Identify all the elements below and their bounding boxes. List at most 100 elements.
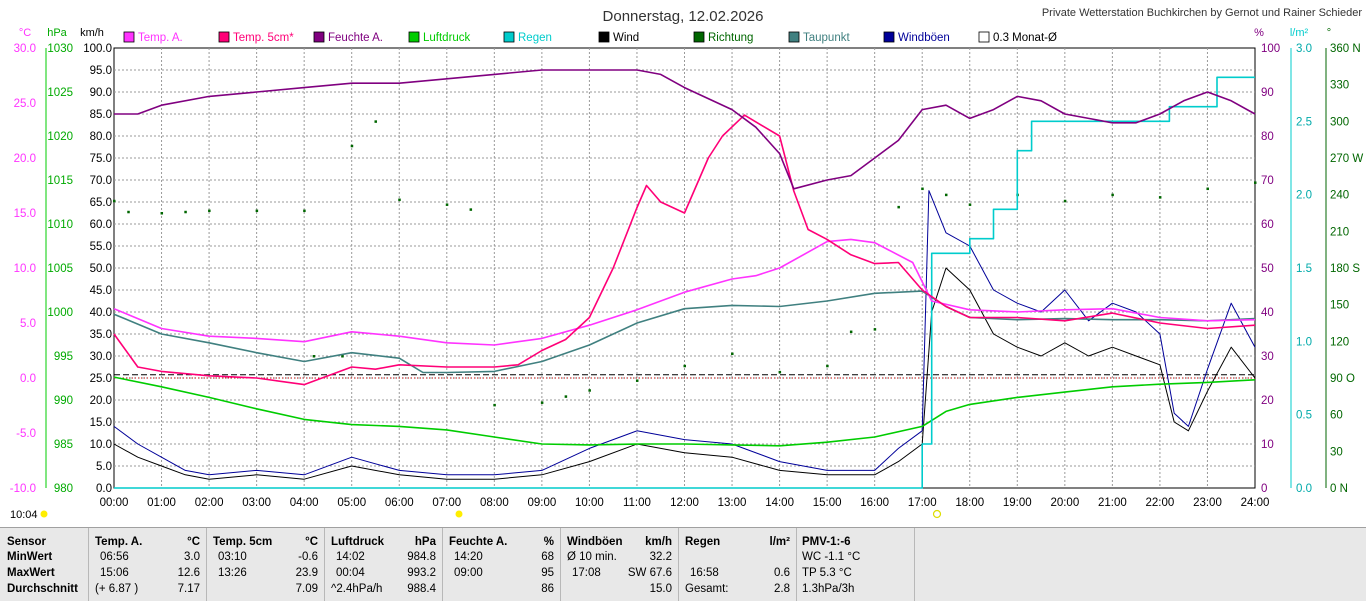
direction-tick-label: 120: [1330, 336, 1349, 348]
sunrise-time-label: 10:04: [10, 509, 38, 521]
series-richtung-point: [184, 210, 187, 214]
series-richtung-point: [255, 209, 259, 213]
series-richtung-point: [398, 198, 401, 202]
direction-tick-label: 60: [1330, 410, 1343, 422]
x-tick-label: 24:00: [1241, 497, 1270, 509]
stats-temp-a-avg-note: (+ 6.87 ): [95, 583, 139, 595]
stats-humidity-max-value: 95: [541, 567, 554, 579]
temp-tick-label: 5.0: [20, 318, 36, 330]
legend-swatch: [693, 31, 705, 43]
speed-tick-label: 5.0: [96, 461, 112, 473]
pressure-tick-label: 980: [54, 483, 73, 495]
speed-tick-label: 65.0: [90, 197, 112, 209]
stats-temp-a-min-value: 3.0: [184, 551, 200, 563]
stats-sensor-block: Sensor MinWert MaxWert Durchschnitt: [0, 528, 89, 601]
stats-sensor-title: Sensor: [7, 536, 46, 548]
rain-tick-label: 3.0: [1296, 43, 1312, 55]
speed-tick-label: 60.0: [90, 219, 112, 231]
stats-temp-5cm-title: Temp. 5cm: [213, 536, 273, 548]
series-luftdruck-line: [113, 376, 1256, 447]
temp-tick-label: 0.0: [20, 373, 36, 385]
speed-tick-label: 25.0: [90, 373, 112, 385]
x-tick-label: 00:00: [100, 497, 129, 509]
x-tick-label: 13:00: [718, 497, 747, 509]
series-windb-en-line: [113, 190, 1256, 476]
legend-label: Wind: [613, 32, 639, 44]
series-richtung-point: [445, 203, 449, 206]
series-richtung-point: [826, 364, 829, 368]
speed-tick-label: 95.0: [90, 65, 112, 77]
speed-tick-label: 70.0: [90, 175, 112, 187]
legend-label: Windböen: [898, 32, 950, 44]
legend: Temp. A. Temp. 5cm* Feuchte A. Luftdruck Reg…: [123, 31, 1057, 44]
speed-tick-label: 40.0: [90, 307, 112, 319]
series-richtung-point: [312, 355, 316, 358]
x-tick-label: 10:00: [575, 497, 604, 509]
x-tick-label: 20:00: [1050, 497, 1079, 509]
stats-pmv-dewpoint: TP 5.3 °C: [802, 567, 852, 579]
legend-label: Temp. A.: [138, 32, 183, 44]
series-richtung-point: [635, 379, 639, 382]
series-richtung-point: [968, 203, 972, 206]
humidity-tick-label: 30: [1261, 351, 1274, 363]
stats-row-label-max: MaxWert: [7, 567, 55, 579]
series-richtung-point: [849, 330, 853, 334]
stats-pressure-min-value: 984.8: [407, 551, 436, 563]
legend-swatch: [598, 31, 610, 43]
temp-tick-label: 20.0: [14, 153, 36, 165]
series-richtung-point: [208, 209, 211, 213]
series-richtung-point: [683, 364, 686, 368]
rain-tick-label: 2.5: [1296, 116, 1312, 128]
series-richtung-point: [341, 355, 344, 358]
legend-swatch: [123, 31, 135, 43]
speed-axis-unit: km/h: [80, 27, 104, 39]
stats-humidity-title: Feuchte A.: [449, 536, 508, 548]
direction-tick-label: 240: [1330, 190, 1349, 202]
legend-swatch: [883, 31, 895, 43]
stats-row-label-min: MinWert: [7, 551, 53, 563]
stats-pmv-block: PMV-1:-6 WC -1.1 °C TP 5.3 °C 1.3hPa/3h: [796, 528, 915, 601]
chart-svg: Donnerstag, 12.02.2026 Private Wettersta…: [10, 7, 1364, 521]
stats-humidity-unit: %: [543, 536, 554, 548]
legend-label: Feuchte A.: [328, 32, 383, 44]
stats-rain-total-value: 2.8: [774, 583, 790, 595]
stats-temp-a-block: Temp. A. °C 06:56 3.0 15:06 12.6 (+ 6.87…: [88, 528, 207, 601]
pressure-tick-label: 1005: [47, 263, 73, 275]
pressure-tick-label: 995: [54, 351, 73, 363]
series-temp-a-line: [113, 238, 1256, 346]
x-tick-label: 11:00: [623, 497, 651, 509]
stats-temp-5cm-min-time: 03:10: [218, 551, 247, 563]
series-richtung-point: [873, 328, 877, 331]
station-name: Private Wetterstation Buchkirchen by Ger…: [1042, 7, 1363, 19]
series-richtung-point: [731, 352, 734, 356]
legend-swatch: [218, 31, 230, 43]
stats-humidity-max-time: 09:00: [454, 567, 483, 579]
legend-label: Temp. 5cm*: [233, 32, 294, 44]
direction-tick-label: 180 S: [1330, 263, 1360, 275]
temp-tick-label: 30.0: [14, 43, 36, 55]
speed-tick-label: 50.0: [90, 263, 112, 275]
legend-label: Richtung: [708, 32, 753, 44]
stats-pressure-min-time: 14:02: [336, 551, 365, 563]
x-tick-label: 21:00: [1098, 497, 1127, 509]
x-tick-label: 05:00: [337, 497, 366, 509]
stats-humidity-avg-value: 86: [541, 583, 554, 595]
series-richtung-point: [303, 209, 306, 213]
x-tick-label: 07:00: [432, 497, 461, 509]
stats-pressure-trend: ^2.4hPa/h: [331, 583, 383, 595]
x-tick-label: 19:00: [1003, 497, 1032, 509]
stats-humidity-min-value: 68: [541, 551, 554, 563]
speed-tick-label: 75.0: [90, 153, 112, 165]
pressure-tick-label: 1000: [47, 307, 73, 319]
legend-label: Regen: [518, 32, 552, 44]
stats-rain-unit: l/m²: [769, 536, 790, 548]
series-richtung-point: [588, 389, 591, 392]
legend-label: Taupunkt: [803, 32, 850, 44]
x-tick-label: 22:00: [1146, 497, 1175, 509]
stats-gust-unit: km/h: [645, 536, 672, 548]
temp-tick-label: 10.0: [14, 263, 36, 275]
pressure-tick-label: 1030: [47, 43, 73, 55]
humidity-tick-label: 100: [1261, 43, 1280, 55]
pressure-tick-label: 1025: [47, 87, 73, 99]
grid: [113, 47, 1256, 489]
